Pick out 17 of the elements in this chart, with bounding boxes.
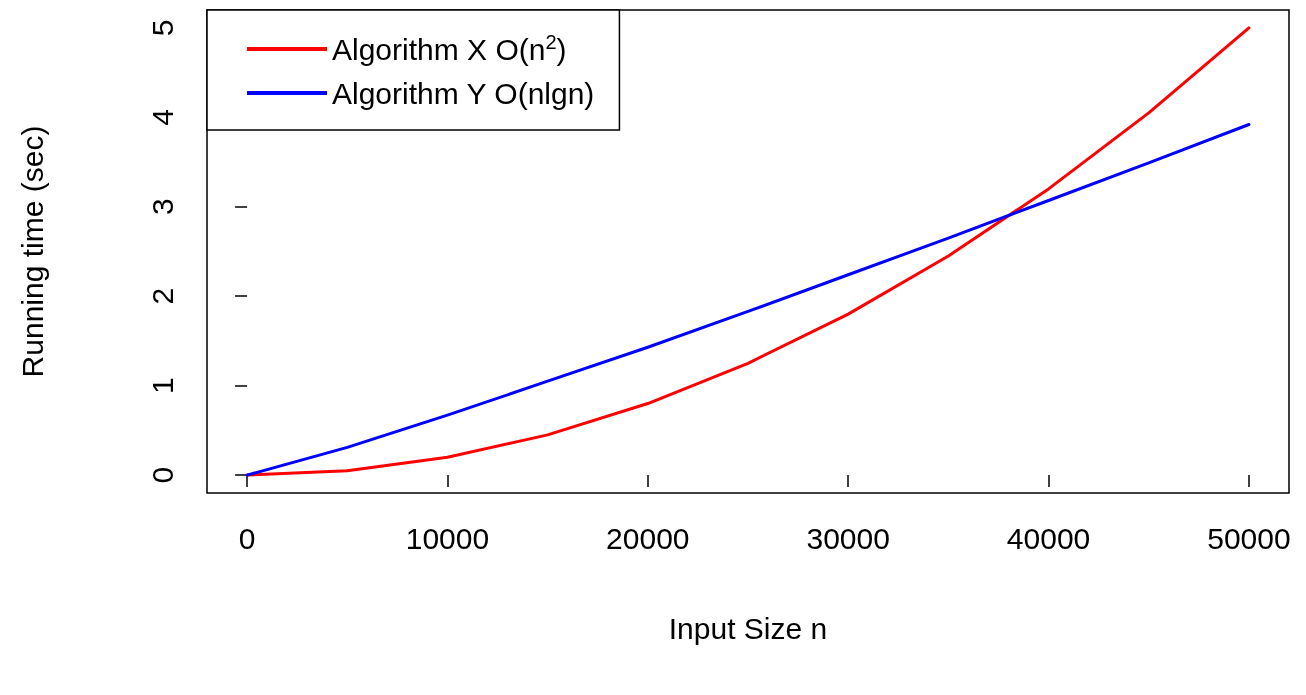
- x-tick-label: 40000: [1006, 521, 1091, 555]
- y-tick-label: 2: [145, 287, 179, 305]
- line-series: [245, 122, 1251, 477]
- x-tick-label: 30000: [806, 521, 890, 555]
- y-tick-label: 3: [145, 198, 179, 216]
- y-tick-label: 0: [145, 466, 179, 484]
- x-tick-label: 10000: [405, 521, 490, 555]
- y-tick-label: 5: [145, 19, 179, 37]
- x-axis-title: Input Size n: [668, 611, 828, 645]
- legend-label: Algorithm Y O(nlgn): [332, 76, 595, 110]
- y-tick-label: 4: [145, 108, 179, 126]
- y-axis-title: Running time (sec): [15, 125, 49, 378]
- line-series: [245, 26, 1251, 477]
- x-tick-label: 50000: [1207, 521, 1291, 555]
- y-tick-label: 1: [145, 377, 179, 395]
- x-tick-label: 20000: [606, 521, 690, 555]
- x-tick-label: 0: [238, 521, 256, 555]
